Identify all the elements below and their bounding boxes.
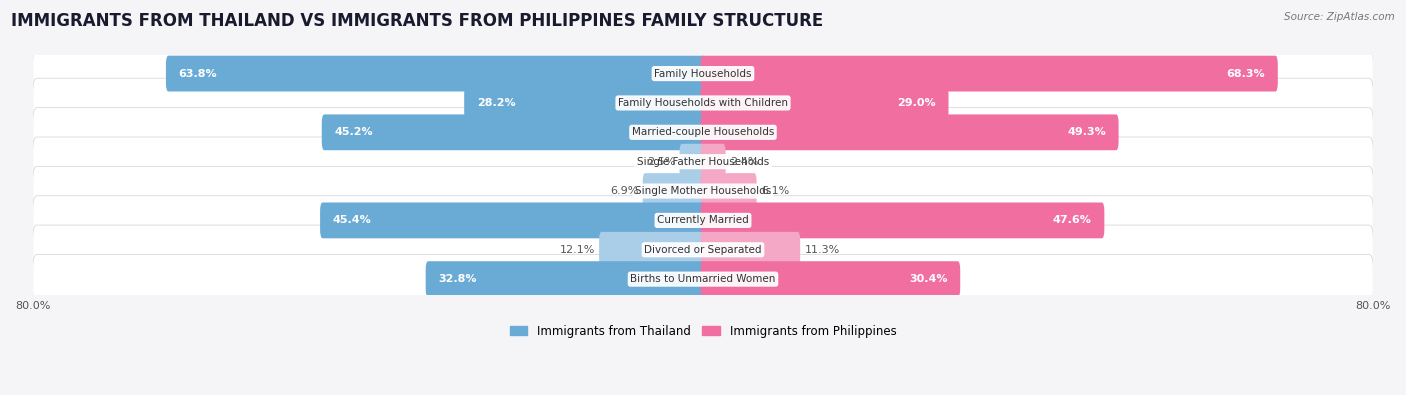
Text: 29.0%: 29.0% xyxy=(897,98,936,108)
Text: 68.3%: 68.3% xyxy=(1226,69,1265,79)
Text: 49.3%: 49.3% xyxy=(1067,127,1107,137)
FancyBboxPatch shape xyxy=(32,166,1374,216)
FancyBboxPatch shape xyxy=(700,144,725,180)
Text: 2.4%: 2.4% xyxy=(730,157,758,167)
Text: Currently Married: Currently Married xyxy=(657,215,749,226)
FancyBboxPatch shape xyxy=(700,261,960,297)
FancyBboxPatch shape xyxy=(464,85,706,121)
Text: 28.2%: 28.2% xyxy=(477,98,516,108)
FancyBboxPatch shape xyxy=(32,49,1374,98)
FancyBboxPatch shape xyxy=(426,261,706,297)
Text: 47.6%: 47.6% xyxy=(1053,215,1092,226)
Legend: Immigrants from Thailand, Immigrants from Philippines: Immigrants from Thailand, Immigrants fro… xyxy=(505,320,901,342)
FancyBboxPatch shape xyxy=(700,173,756,209)
FancyBboxPatch shape xyxy=(32,254,1374,304)
Text: 6.9%: 6.9% xyxy=(610,186,638,196)
Text: IMMIGRANTS FROM THAILAND VS IMMIGRANTS FROM PHILIPPINES FAMILY STRUCTURE: IMMIGRANTS FROM THAILAND VS IMMIGRANTS F… xyxy=(11,12,824,30)
Text: 45.4%: 45.4% xyxy=(333,215,371,226)
Text: Married-couple Households: Married-couple Households xyxy=(631,127,775,137)
FancyBboxPatch shape xyxy=(32,196,1374,245)
FancyBboxPatch shape xyxy=(700,85,949,121)
FancyBboxPatch shape xyxy=(700,115,1119,150)
FancyBboxPatch shape xyxy=(599,232,706,268)
FancyBboxPatch shape xyxy=(321,203,706,238)
Text: Family Households: Family Households xyxy=(654,69,752,79)
Text: 32.8%: 32.8% xyxy=(439,274,477,284)
Text: Divorced or Separated: Divorced or Separated xyxy=(644,245,762,255)
Text: Single Mother Households: Single Mother Households xyxy=(636,186,770,196)
FancyBboxPatch shape xyxy=(679,144,706,180)
FancyBboxPatch shape xyxy=(32,78,1374,128)
Text: Source: ZipAtlas.com: Source: ZipAtlas.com xyxy=(1284,12,1395,22)
FancyBboxPatch shape xyxy=(700,232,800,268)
Text: 12.1%: 12.1% xyxy=(560,245,595,255)
FancyBboxPatch shape xyxy=(32,137,1374,186)
FancyBboxPatch shape xyxy=(32,225,1374,275)
Text: Family Households with Children: Family Households with Children xyxy=(619,98,787,108)
Text: 30.4%: 30.4% xyxy=(910,274,948,284)
FancyBboxPatch shape xyxy=(643,173,706,209)
FancyBboxPatch shape xyxy=(700,56,1278,92)
FancyBboxPatch shape xyxy=(322,115,706,150)
Text: 45.2%: 45.2% xyxy=(335,127,373,137)
Text: 6.1%: 6.1% xyxy=(761,186,789,196)
Text: Births to Unmarried Women: Births to Unmarried Women xyxy=(630,274,776,284)
Text: 63.8%: 63.8% xyxy=(179,69,217,79)
Text: 2.5%: 2.5% xyxy=(647,157,675,167)
FancyBboxPatch shape xyxy=(700,203,1104,238)
Text: 11.3%: 11.3% xyxy=(804,245,839,255)
Text: Single Father Households: Single Father Households xyxy=(637,157,769,167)
FancyBboxPatch shape xyxy=(166,56,706,92)
FancyBboxPatch shape xyxy=(32,107,1374,157)
